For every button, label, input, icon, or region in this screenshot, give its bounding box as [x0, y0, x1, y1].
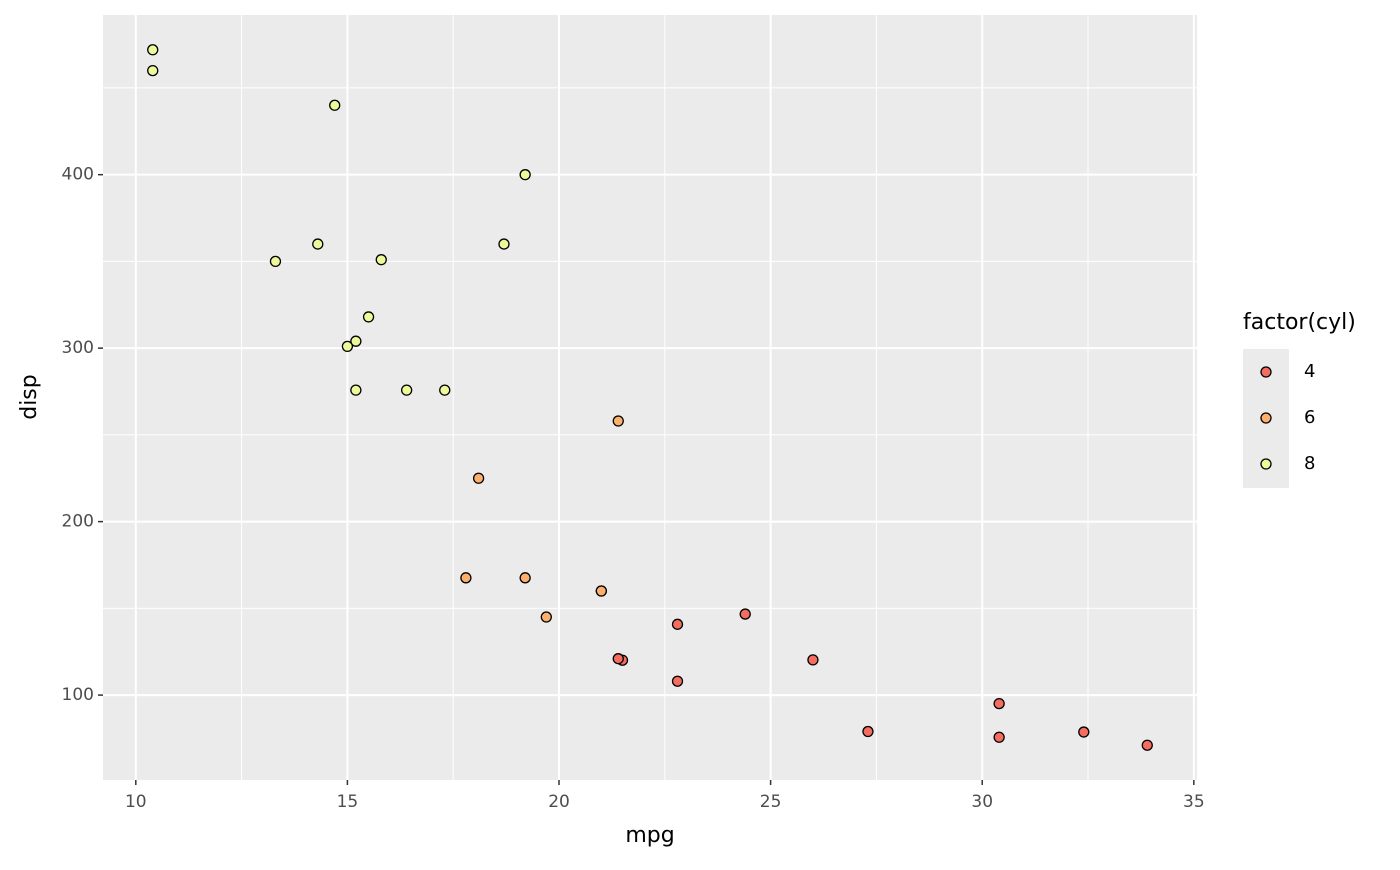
x-tick-label: 25 — [760, 792, 782, 812]
point — [498, 238, 510, 250]
point — [401, 384, 413, 396]
legend-key — [1260, 412, 1272, 424]
point — [312, 238, 324, 250]
point — [350, 335, 362, 347]
point — [147, 64, 159, 77]
point — [540, 611, 552, 623]
x-tick-label: 10 — [125, 792, 147, 812]
point — [460, 572, 472, 584]
point — [739, 608, 751, 620]
point — [862, 725, 874, 738]
legend-title: factor(cyl) — [1243, 310, 1356, 335]
y-tick-label: 300 — [62, 338, 94, 358]
point — [350, 384, 362, 396]
legend-key — [1260, 458, 1272, 470]
point — [519, 169, 531, 181]
point — [671, 618, 684, 630]
point — [269, 255, 282, 268]
point — [147, 44, 159, 56]
point — [375, 254, 387, 266]
point — [612, 415, 624, 427]
point — [341, 340, 354, 353]
point — [439, 384, 451, 396]
point — [993, 731, 1005, 743]
legend-key — [1260, 366, 1272, 378]
x-tick-label: 20 — [548, 792, 570, 812]
x-axis-title: mpg — [625, 823, 674, 848]
x-tick-label: 15 — [337, 792, 359, 812]
y-tick-label: 400 — [62, 165, 94, 185]
point — [993, 697, 1005, 710]
y-tick-label: 100 — [62, 685, 94, 705]
point — [612, 653, 624, 665]
panel — [103, 15, 1197, 780]
point — [1078, 726, 1090, 738]
point — [329, 99, 341, 111]
x-tick-label: 30 — [971, 792, 993, 812]
point — [807, 654, 819, 666]
point — [671, 675, 684, 687]
point — [519, 572, 531, 584]
legend-label: 4 — [1304, 361, 1315, 382]
point — [362, 311, 375, 323]
x-tick-label: 35 — [1183, 792, 1205, 812]
legend-label: 6 — [1304, 407, 1315, 428]
point — [472, 472, 485, 484]
point — [595, 585, 607, 597]
y-axis-title: disp — [17, 374, 42, 420]
y-tick-label: 200 — [62, 512, 94, 532]
legend-label: 8 — [1304, 453, 1315, 474]
point — [1141, 739, 1153, 751]
